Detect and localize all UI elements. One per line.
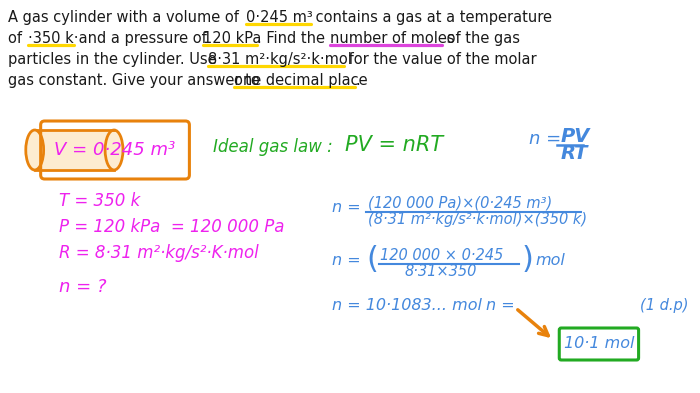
- Text: .: .: [355, 73, 360, 88]
- Text: 120 000 × 0·245: 120 000 × 0·245: [380, 248, 503, 263]
- Text: number of moles: number of moles: [330, 31, 455, 46]
- Text: (120 000 Pa)×(0·245 m³): (120 000 Pa)×(0·245 m³): [368, 195, 552, 210]
- Text: gas constant. Give your answer to: gas constant. Give your answer to: [8, 73, 265, 88]
- Text: n = 10·1083... mol: n = 10·1083... mol: [332, 298, 482, 313]
- Text: T = 350 k: T = 350 k: [60, 192, 141, 210]
- Text: R = 8·31 m²·kg/s²·K·mol: R = 8·31 m²·kg/s²·K·mol: [60, 244, 259, 262]
- Text: n =: n =: [332, 253, 360, 268]
- Text: of the gas: of the gas: [442, 31, 520, 46]
- Text: ·350 k·: ·350 k·: [28, 31, 78, 46]
- Text: . Find the: . Find the: [257, 31, 330, 46]
- Text: ): ): [522, 245, 533, 274]
- Text: and a pressure of: and a pressure of: [74, 31, 211, 46]
- Text: PV: PV: [560, 127, 589, 146]
- Text: n =: n =: [332, 200, 360, 215]
- Text: (: (: [366, 245, 378, 274]
- Text: for the value of the molar: for the value of the molar: [344, 52, 537, 67]
- Text: P = 120 kPa  = 120 000 Pa: P = 120 kPa = 120 000 Pa: [60, 218, 285, 236]
- Text: 120 kPa: 120 kPa: [203, 31, 262, 46]
- Text: 10·1 mol: 10·1 mol: [564, 336, 634, 351]
- Text: A gas cylinder with a volume of: A gas cylinder with a volume of: [8, 10, 244, 25]
- Text: (8·31 m²·kg/s²·k·mol)×(350 k): (8·31 m²·kg/s²·k·mol)×(350 k): [368, 212, 587, 227]
- Text: of: of: [8, 31, 27, 46]
- Text: contains a gas at a temperature: contains a gas at a temperature: [312, 10, 552, 25]
- Text: PV = nRT: PV = nRT: [345, 135, 443, 155]
- Polygon shape: [35, 130, 114, 170]
- Text: n =: n =: [486, 298, 514, 313]
- Text: RT: RT: [560, 144, 587, 163]
- Ellipse shape: [26, 130, 43, 170]
- Text: Ideal gas law :: Ideal gas law :: [214, 138, 333, 156]
- Text: n = ?: n = ?: [60, 278, 107, 296]
- Text: 8·31 m²·kg/s²·k·mol: 8·31 m²·kg/s²·k·mol: [208, 52, 352, 67]
- Ellipse shape: [105, 130, 123, 170]
- Text: one decimal place: one decimal place: [234, 73, 368, 88]
- Text: V = 0·245 m³: V = 0·245 m³: [55, 141, 176, 159]
- Text: (1 d.p): (1 d.p): [640, 298, 688, 313]
- Text: 0·245 m³: 0·245 m³: [246, 10, 313, 25]
- Text: n =: n =: [528, 130, 561, 148]
- Text: 8·31×350: 8·31×350: [405, 264, 477, 279]
- Text: mol: mol: [536, 253, 566, 268]
- Text: particles in the cylinder. Use: particles in the cylinder. Use: [8, 52, 221, 67]
